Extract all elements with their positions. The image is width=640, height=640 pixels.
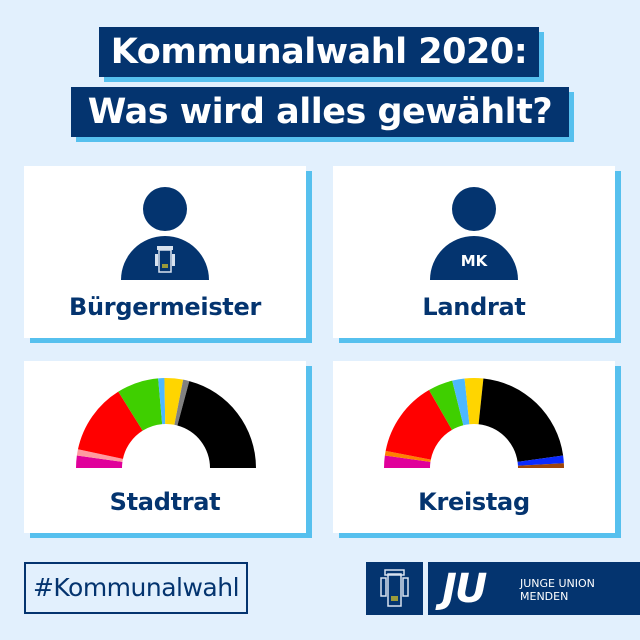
- seat-segment: [164, 378, 184, 425]
- card-landrat: MK Landrat: [333, 166, 615, 338]
- seat-segment: [158, 378, 166, 425]
- seat-segment: [478, 378, 564, 462]
- seat-segment: [384, 450, 431, 462]
- card-stadtrat: Stadtrat: [24, 361, 306, 533]
- card-label: Stadtrat: [109, 488, 221, 516]
- seat-segment: [177, 381, 256, 468]
- seat-segment: [385, 390, 452, 460]
- ju-line-2: MENDEN: [520, 590, 569, 603]
- title-line-1: Kommunalwahl 2020:: [99, 27, 539, 77]
- card-buergermeister: Bürgermeister: [24, 166, 306, 338]
- person-with-mk-icon: [430, 187, 518, 280]
- seat-segment: [517, 463, 564, 468]
- seat-segment: [77, 391, 143, 459]
- card-label: Kreistag: [418, 488, 530, 516]
- ju-line-1: JUNGE UNION: [520, 577, 595, 590]
- card-label: Bürgermeister: [69, 293, 261, 321]
- ju-logo-subtitle: JUNGE UNION MENDEN: [520, 577, 595, 603]
- ju-logo-text: JU: [442, 566, 487, 612]
- seat-segment: [76, 449, 123, 462]
- seat-segment: [174, 379, 190, 426]
- seat-segment: [464, 378, 484, 425]
- seat-segment: [384, 455, 431, 468]
- seat-segment: [429, 380, 464, 430]
- city-crest-logo: [366, 562, 423, 615]
- city-crest-icon: [155, 246, 175, 273]
- card-kreistag: Kreistag: [333, 361, 615, 533]
- kreistag-parliament-chart: [384, 378, 564, 468]
- seat-segment: [452, 378, 470, 426]
- mk-badge: MK: [460, 252, 488, 270]
- hashtag-box: #Kommunalwahl: [24, 562, 248, 614]
- seat-segment: [118, 378, 163, 431]
- seat-segment: [517, 455, 564, 466]
- stadtrat-parliament-chart: [76, 378, 256, 468]
- person-with-city-crest-icon: [121, 187, 209, 280]
- title-line-2: Was wird alles gewählt?: [71, 87, 569, 137]
- card-label: Landrat: [422, 293, 526, 321]
- junge-union-logo: JU JUNGE UNION MENDEN: [428, 562, 640, 615]
- seat-segment: [76, 455, 123, 468]
- city-crest-icon: [380, 569, 409, 607]
